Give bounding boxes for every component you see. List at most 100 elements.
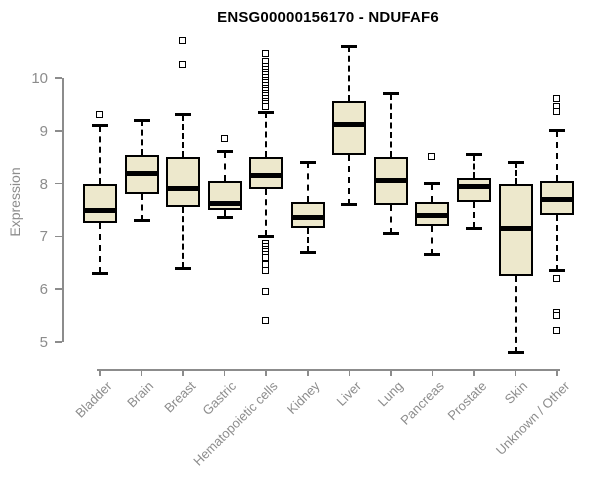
median-line-pancreas [415, 212, 450, 218]
box-hematopoietic-cells [249, 157, 284, 189]
box-kidney [290, 202, 325, 229]
lower-whisker-cap-hematopoietic-cells [258, 234, 275, 238]
median-line-skin [498, 225, 533, 231]
upper-whisker-brain [140, 120, 143, 155]
y-tick-label: 7 [39, 228, 48, 246]
upper-whisker-breast [182, 114, 185, 158]
upper-whisker-cap-kidney [299, 160, 316, 164]
chart-title: ENSG00000156170 - NDUFAF6 [217, 9, 439, 26]
upper-whisker-cap-pancreas [424, 182, 441, 186]
upper-whisker-liver [348, 46, 351, 101]
x-axis-tick [307, 369, 309, 376]
median-line-kidney [290, 215, 325, 221]
outlier-point-hematopoietic-cells [262, 253, 270, 261]
lower-whisker-pancreas [431, 225, 434, 255]
upper-whisker-lung [389, 93, 392, 158]
upper-whisker-bladder [99, 125, 101, 184]
x-tick-label-brain: Brain [124, 378, 157, 411]
upper-whisker-unknown-other [556, 130, 559, 181]
upper-whisker-cap-unknown-other [549, 129, 566, 133]
upper-whisker-gastric [223, 151, 226, 181]
upper-whisker-cap-breast [175, 113, 192, 117]
lower-whisker-cap-brain [133, 219, 150, 223]
upper-whisker-cap-liver [341, 44, 358, 48]
y-axis-tick [55, 130, 62, 132]
lower-whisker-unknown-other [556, 215, 559, 271]
median-line-bladder [83, 207, 117, 213]
lower-whisker-cap-breast [175, 266, 192, 270]
x-axis-tick [473, 369, 475, 376]
upper-whisker-hematopoietic-cells [265, 112, 268, 158]
lower-whisker-brain [140, 194, 143, 221]
median-line-prostate [456, 183, 491, 189]
outlier-point-pancreas [428, 153, 436, 161]
upper-whisker-cap-prostate [465, 153, 482, 157]
x-tick-label-prostate: Prostate [444, 378, 489, 424]
outlier-point-unknown-other [553, 311, 561, 319]
y-axis-line [62, 78, 64, 342]
outlier-point-unknown-other [553, 95, 561, 103]
y-tick-label: 5 [39, 334, 48, 351]
upper-whisker-pancreas [431, 183, 434, 203]
outlier-point-unknown-other [553, 274, 561, 282]
x-axis-tick [514, 369, 517, 376]
lower-whisker-liver [348, 154, 351, 205]
upper-whisker-kidney [306, 162, 309, 203]
x-axis-tick [348, 369, 351, 376]
x-tick-label-bladder: Bladder [72, 378, 115, 421]
outlier-point-gastric [220, 134, 228, 142]
upper-whisker-cap-hematopoietic-cells [258, 110, 275, 114]
upper-whisker-cap-gastric [216, 150, 233, 154]
x-axis-line [97, 369, 560, 371]
median-line-liver [332, 121, 367, 127]
upper-whisker-cap-bladder [92, 124, 108, 128]
outlier-point-hematopoietic-cells [262, 316, 270, 324]
box-prostate [456, 178, 491, 203]
y-tick-label: 10 [31, 70, 48, 87]
x-tick-label-lung: Lung [374, 378, 406, 410]
box-liver [332, 100, 367, 155]
lower-whisker-cap-bladder [92, 271, 108, 275]
y-axis-tick [55, 288, 62, 290]
y-tick-label: 8 [39, 175, 48, 193]
lower-whisker-cap-kidney [299, 250, 316, 254]
box-breast [166, 157, 201, 208]
upper-whisker-cap-skin [507, 160, 524, 164]
x-tick-label-liver: Liver [333, 378, 365, 409]
x-axis-tick [390, 369, 392, 376]
x-axis-tick [556, 369, 558, 376]
y-axis-tick [55, 341, 62, 343]
x-tick-label-pancreas: Pancreas [397, 378, 448, 428]
x-tick-label-unknown-other: Unknown / Other [492, 378, 572, 458]
outlier-point-breast [179, 37, 187, 45]
median-line-hematopoietic-cells [249, 173, 284, 179]
x-tick-label-hematopoietic-cells: Hematopoietic cells [190, 378, 282, 469]
lower-whisker-cap-skin [507, 351, 524, 355]
lower-whisker-bladder [99, 223, 101, 274]
lower-whisker-cap-pancreas [424, 253, 441, 257]
x-tick-label-gastric: Gastric [199, 378, 240, 419]
outlier-point-unknown-other [553, 327, 561, 335]
lower-whisker-hematopoietic-cells [265, 188, 268, 237]
x-axis-tick [431, 369, 434, 376]
outlier-point-breast [179, 60, 187, 68]
lower-whisker-kidney [306, 228, 309, 253]
x-axis-tick [182, 369, 184, 376]
y-axis-tick [55, 77, 62, 79]
y-tick-label: 6 [39, 281, 48, 299]
lower-whisker-cap-prostate [465, 226, 482, 230]
x-axis-tick [99, 369, 101, 376]
lower-whisker-gastric [223, 210, 226, 218]
median-line-lung [373, 178, 408, 184]
median-line-brain [124, 170, 159, 176]
outlier-point-hematopoietic-cells [262, 50, 270, 58]
x-axis-tick [265, 369, 267, 376]
lower-whisker-cap-unknown-other [549, 269, 566, 273]
upper-whisker-cap-brain [133, 118, 150, 122]
box-bladder [83, 183, 117, 224]
lower-whisker-cap-lung [382, 232, 399, 236]
y-tick-label: 9 [39, 122, 48, 140]
y-axis-tick [55, 235, 62, 238]
